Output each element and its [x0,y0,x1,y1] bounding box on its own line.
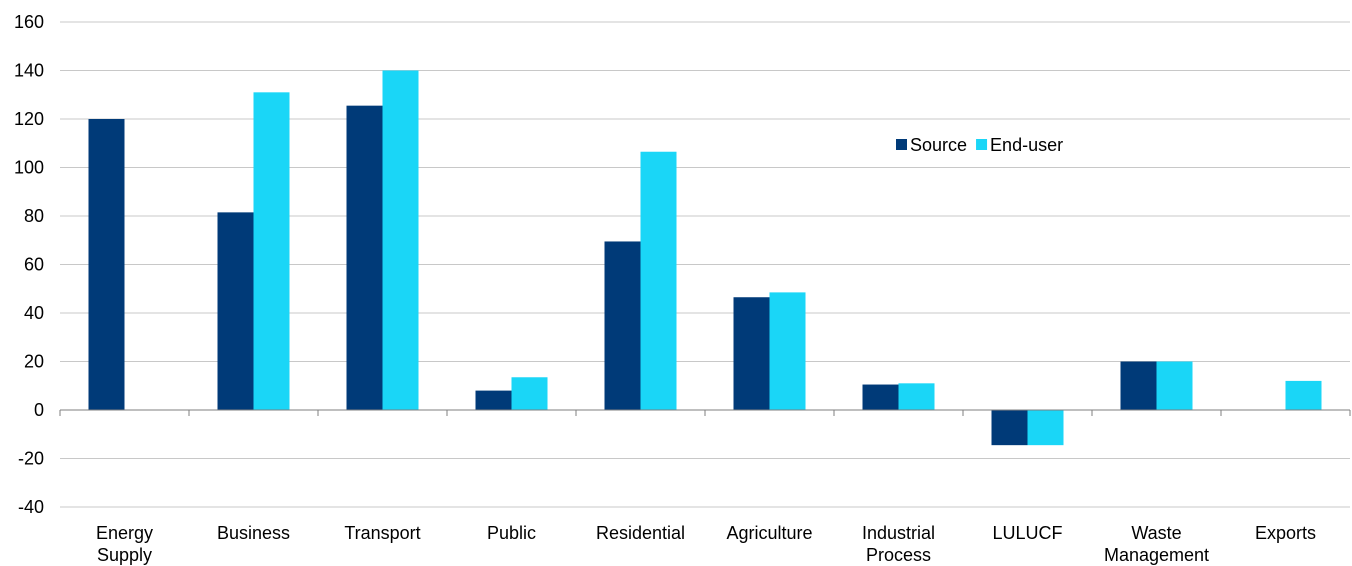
y-tick-label: -40 [18,497,44,517]
x-category-label-line: Exports [1255,523,1316,543]
bar-end-user [640,151,677,411]
x-category-label: Exports [1255,523,1316,543]
x-category-label-line: Agriculture [726,523,812,543]
x-category-label: Residential [596,523,685,543]
legend-swatch [896,139,907,150]
bar-end-user [1285,380,1322,410]
y-tick-label: 20 [24,352,44,372]
x-category-label: Public [487,523,536,543]
y-axis-tick-labels: 160 140 120 100 80 60 40 20 0 -20 -40 [14,12,44,517]
bar-end-user [511,377,548,410]
y-tick-label: 160 [14,12,44,32]
bar-end-user [1156,361,1193,410]
bar-end-user [382,70,419,410]
x-category-label-line: Supply [97,545,152,565]
x-category-label-line: Waste [1131,523,1181,543]
y-tick-label: 100 [14,158,44,178]
x-category-label-line: Industrial [862,523,935,543]
bar-source [604,241,641,410]
bar-source [346,105,383,410]
y-tick-label: 60 [24,255,44,275]
bar-source [475,390,512,410]
y-tick-label: 120 [14,109,44,129]
y-tick-label: 0 [34,400,44,420]
x-category-label-line: Residential [596,523,685,543]
y-tick-label: 140 [14,61,44,81]
bar-source [1120,361,1157,410]
bar-source [991,410,1028,446]
bar-end-user [1027,410,1064,446]
x-category-label: Energy Supply [96,523,153,565]
x-category-label-line: Energy [96,523,153,543]
x-category-label-line: Business [217,523,290,543]
x-category-label: Business [217,523,290,543]
y-tick-label: 80 [24,206,44,226]
bar-source [217,212,254,410]
y-tick-label: -20 [18,449,44,469]
x-category-label: Industrial Process [862,523,935,565]
bar-source [862,384,899,410]
bar-end-user [898,383,935,410]
legend: Source End-user [896,135,1063,155]
x-category-label-line: Management [1104,545,1209,565]
y-tick-label: 40 [24,303,44,323]
x-axis-category-labels: Energy Supply Business Transport Public Resid… [96,523,1316,565]
bar-end-user [253,92,290,410]
bar-end-user [769,292,806,410]
x-category-label-line: LULUCF [992,523,1062,543]
x-axis [59,409,1351,416]
x-category-label: Agriculture [726,523,812,543]
legend-label: End-user [990,135,1063,155]
x-category-label: Waste Management [1104,523,1209,565]
legend-swatch [976,139,988,150]
legend-label: Source [910,135,967,155]
bars [88,70,1322,446]
x-category-label-line: Process [866,545,931,565]
x-category-label-line: Transport [344,523,420,543]
bar-source [733,297,770,410]
bar-source [88,119,125,410]
x-category-label: Transport [344,523,420,543]
x-category-label-line: Public [487,523,536,543]
x-category-label: LULUCF [992,523,1062,543]
